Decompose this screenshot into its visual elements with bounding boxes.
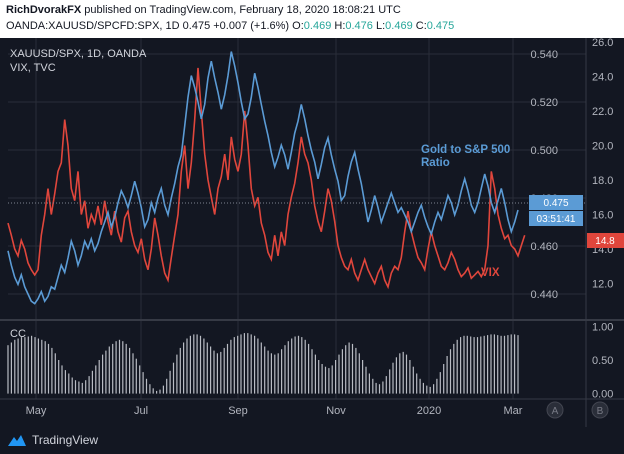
right-price-axis[interactable]: 26.024.022.020.018.016.014.012.0 [592, 37, 613, 291]
countdown-tag [529, 211, 583, 226]
auto-scale-button[interactable]: A [546, 401, 564, 419]
close-label: C: [415, 20, 427, 32]
symbol-name[interactable]: OANDA:XAUUSD/SPCFD:SPX, 1D [6, 20, 180, 32]
right-tick-label: 26.0 [592, 37, 613, 49]
cc-pane-title[interactable]: CC [10, 328, 26, 340]
tradingview-icon [8, 435, 26, 446]
time-tick-label: Sep [228, 405, 248, 417]
cc-tick-label: 1.00 [592, 321, 613, 333]
svg-text:B: B [597, 406, 604, 417]
ratio-price-tag [529, 195, 583, 210]
low-label: L: [375, 20, 386, 32]
svg-text:A: A [552, 406, 559, 417]
open-label: O: [292, 20, 304, 32]
log-scale-button[interactable]: B [591, 401, 609, 419]
cc-price-axis[interactable]: 1.00 0.50 0.00 [592, 321, 613, 400]
right-tick-label: 12.0 [592, 279, 613, 291]
left-tick-label: 0.440 [530, 289, 558, 301]
low-value: 0.469 [385, 20, 413, 32]
time-tick-label: Nov [326, 405, 346, 417]
ratio-series-line [7, 51, 519, 305]
ohlc-legend: OANDA:XAUUSD/SPCFD:SPX, 1D 0.475 +0.007 … [6, 20, 454, 32]
cc-tick-label: 0.00 [592, 389, 613, 401]
right-tick-label: 22.0 [592, 106, 613, 118]
cc-histogram [7, 333, 519, 394]
price-change: +0.007 (+1.6%) [213, 20, 290, 32]
high-value: 0.476 [345, 20, 373, 32]
right-tick-label: 20.0 [592, 141, 613, 153]
vix-price-tag-value: 14.8 [595, 236, 615, 247]
last-price: 0.475 [182, 20, 211, 32]
close-value: 0.475 [426, 20, 455, 32]
right-tick-label: 18.0 [592, 175, 613, 187]
publish-date: published on TradingView.com, February 1… [84, 4, 401, 16]
time-tick-label: Jul [134, 405, 148, 417]
tradingview-brand: TradingView [32, 433, 99, 447]
chart-canvas[interactable]: XAUUSD/SPX, 1D, OANDA VIX, TVC CC Gold t… [0, 0, 624, 427]
chart-header: RichDvorakFX published on TradingView.co… [0, 0, 624, 38]
time-tick-label: Mar [504, 405, 523, 417]
vix-series-line [7, 67, 526, 290]
left-tick-label: 0.460 [530, 241, 558, 253]
high-label: H: [334, 20, 346, 32]
ratio-price-tag-value: 0.475 [543, 198, 568, 209]
countdown-tag-value: 03:51:41 [537, 214, 576, 225]
left-tick-label: 0.500 [530, 145, 558, 157]
vix-price-tag [587, 233, 624, 248]
cc-tick-label: 0.50 [592, 355, 613, 367]
right-tick-label: 16.0 [592, 210, 613, 222]
left-tick-label: 0.540 [530, 49, 558, 61]
time-tick-label: May [26, 405, 47, 417]
main-pane-title[interactable]: XAUUSD/SPX, 1D, OANDA [10, 48, 147, 60]
tradingview-logo[interactable]: TradingView [8, 433, 98, 447]
author-name[interactable]: RichDvorakFX [6, 4, 82, 16]
vix-legend-label[interactable]: VIX, TVC [10, 62, 56, 74]
publish-info: RichDvorakFX published on TradingView.co… [6, 4, 401, 16]
left-tick-label: 0.520 [530, 97, 558, 109]
footer-bar: TradingView [0, 427, 624, 454]
time-tick-label: 2020 [417, 405, 441, 417]
time-axis[interactable]: May Jul Sep Nov 2020 Mar [26, 405, 523, 417]
vix-annotation: VIX [481, 267, 500, 279]
ratio-annotation-line2: Ratio [421, 157, 450, 169]
ratio-annotation-line1: Gold to S&P 500 [421, 144, 510, 156]
right-tick-label: 24.0 [592, 72, 613, 84]
grid [8, 38, 586, 399]
open-value: 0.469 [303, 20, 332, 32]
